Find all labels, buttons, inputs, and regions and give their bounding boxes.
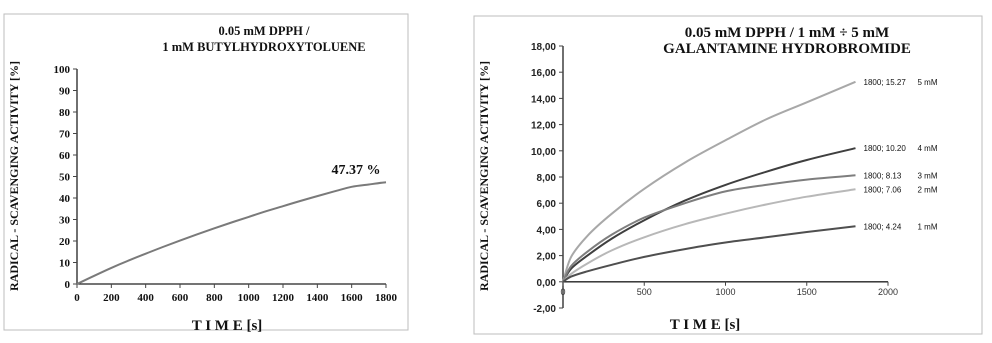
chart-right-series-name-label: 3 mM bbox=[918, 171, 938, 180]
chart-right-x-tick-label: 1500 bbox=[797, 287, 817, 297]
chart-left-x-tick-label: 800 bbox=[206, 292, 223, 304]
chart-right-x-tick-label: 2000 bbox=[878, 287, 898, 297]
chart-right-end-value-label: 1800; 7.06 bbox=[864, 185, 902, 194]
chart-right-y-tick-label: 16,00 bbox=[531, 68, 556, 79]
chart-left-y-axis-title: RADICAL - SCAVENGING ACTIVITY [%] bbox=[7, 61, 21, 291]
chart-right-y-tick-label: 2,00 bbox=[537, 252, 557, 263]
chart-right-y-tick-label: -2,00 bbox=[533, 304, 556, 315]
chart-right-x-tick-label: 500 bbox=[637, 287, 652, 297]
chart-right-title-line2: GALANTAMINE HYDROBROMIDE bbox=[663, 41, 911, 57]
chart-left-y-tick-label: 80 bbox=[59, 107, 71, 119]
chart-left-y-tick-label: 10 bbox=[59, 258, 71, 270]
chart-right-y-tick-label: 4,00 bbox=[537, 225, 557, 236]
chart-right-end-value-label: 1800; 4.24 bbox=[864, 222, 902, 231]
chart-left-y-tick-label: 50 bbox=[59, 172, 71, 184]
chart-right: 0.05 mM DPPH / 1 mM ÷ 5 mM GALANTAMINE H… bbox=[473, 15, 983, 335]
chart-right-y-tick-label: 8,00 bbox=[537, 173, 557, 184]
chart-left-y-tick-label: 0 bbox=[65, 279, 71, 291]
chart-right-y-axis-title: RADICAL - SCAVENGING ACTIVITY [%] bbox=[477, 61, 491, 291]
chart-right-end-value-label: 1800; 10.20 bbox=[864, 144, 907, 153]
chart-right-series-name-label: 5 mM bbox=[918, 78, 938, 87]
chart-right-series-name-label: 1 mM bbox=[918, 222, 938, 231]
chart-left-x-tick-label: 1000 bbox=[238, 292, 261, 304]
chart-left-x-axis-title: T I M E [s] bbox=[192, 318, 263, 334]
chart-left-frame bbox=[3, 13, 409, 331]
chart-left-x-tick-label: 400 bbox=[137, 292, 154, 304]
chart-left-y-tick-label: 90 bbox=[59, 86, 71, 98]
chart-right-y-tick-label: 14,00 bbox=[531, 94, 556, 105]
chart-left-x-tick-label: 600 bbox=[172, 292, 189, 304]
chart-left-x-tick-label: 0 bbox=[74, 292, 80, 304]
chart-left-y-tick-label: 70 bbox=[59, 129, 71, 141]
chart-right-end-value-label: 1800; 8.13 bbox=[864, 171, 902, 180]
chart-left-x-tick-label: 1400 bbox=[306, 292, 329, 304]
chart-right-y-tick-label: 12,00 bbox=[531, 121, 556, 132]
chart-right-x-tick-label: 0 bbox=[560, 287, 565, 297]
chart-left-title-line1: 0.05 mM DPPH / bbox=[219, 24, 310, 38]
chart-right-series-line-2-mm bbox=[562, 188, 856, 283]
chart-right-series: 1800; 15.27 5 mM 1800; 10.20 4 mM 1800; 8.13… bbox=[562, 78, 938, 283]
chart-right-end-value-label: 1800; 15.27 bbox=[864, 78, 907, 87]
chart-left-series-line-0 bbox=[76, 181, 387, 285]
chart-left-x-tick-label: 1200 bbox=[272, 292, 295, 304]
chart-left-x-tick-label: 1600 bbox=[341, 292, 364, 304]
chart-left-x-tick-label: 1800 bbox=[375, 292, 398, 304]
chart-right-series-name-label: 4 mM bbox=[918, 144, 938, 153]
chart-right-x-tick-label: 1000 bbox=[715, 287, 735, 297]
chart-left-y-tick-label: 30 bbox=[59, 215, 71, 227]
chart-left: 0.05 mM DPPH / 1 mM BUTYLHYDROXYTOLUENE … bbox=[3, 13, 409, 334]
chart-right-series-line-5-mm bbox=[562, 80, 856, 283]
chart-left-y-tick-label: 40 bbox=[59, 193, 71, 205]
chart-right-series-line-3-mm bbox=[562, 174, 856, 283]
chart-right-y-tick-label: 6,00 bbox=[537, 199, 557, 210]
chart-right-y-tick-label: 0,00 bbox=[537, 278, 557, 289]
chart-right-series-line-1-mm bbox=[562, 225, 856, 283]
chart-right-frame bbox=[473, 15, 983, 335]
chart-right-x-axis-title: T I M E [s] bbox=[670, 317, 741, 333]
chart-left-series bbox=[76, 181, 387, 285]
chart-left-y-tick-label: 20 bbox=[59, 236, 71, 248]
chart-left-annotation: 47.37 % bbox=[332, 163, 381, 178]
chart-left-y-tick-label: 100 bbox=[54, 64, 71, 76]
chart-left-x-tick-label: 200 bbox=[103, 292, 120, 304]
chart-left-title-line2: 1 mM BUTYLHYDROXYTOLUENE bbox=[162, 40, 365, 54]
chart-right-axes: -2,00 0,00 2,00 4,00 6,00 8,00 10,00 12,00 14,00… bbox=[531, 42, 898, 315]
chart-right-y-tick-label: 10,00 bbox=[531, 147, 556, 158]
chart-right-title-line1: 0.05 mM DPPH / 1 mM ÷ 5 mM bbox=[685, 25, 889, 41]
chart-left-y-tick-label: 60 bbox=[59, 150, 71, 162]
chart-right-y-tick-label: 18,00 bbox=[531, 42, 556, 53]
chart-right-series-name-label: 2 mM bbox=[918, 185, 938, 194]
